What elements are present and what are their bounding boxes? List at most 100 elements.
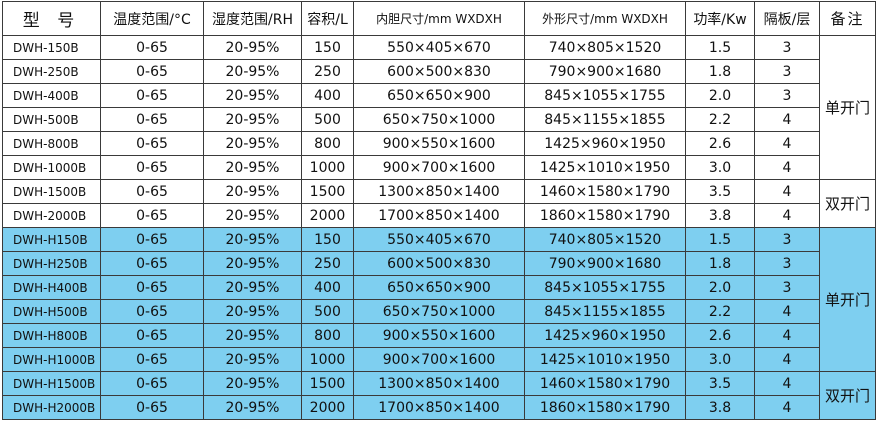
header-outer-dimensions: 外形尺寸/mm WXDXH	[524, 1, 686, 36]
cell-humidity-range: 20-95%	[203, 395, 302, 420]
cell-shelves: 4	[754, 323, 820, 348]
cell-model: DWH-500B	[2, 107, 101, 132]
cell-temperature-range: 0-65	[100, 35, 204, 60]
table-row: DWH-H150B 0-65 20-95% 150 550×405×670 740×805…	[2, 227, 876, 372]
cell-shelves: 3	[754, 275, 820, 300]
cell-power: 2.2	[685, 299, 755, 324]
cell-model: DWH-H250B	[2, 251, 101, 276]
cell-shelves: 3	[754, 83, 820, 108]
cell-outer-dimensions: 1425×960×1950	[524, 131, 686, 156]
cell-model: DWH-H1000B	[2, 347, 101, 372]
cell-inner-dimensions: 900×550×1600	[353, 323, 525, 348]
cell-model: DWH-800B	[2, 131, 101, 156]
cell-outer-dimensions: 845×1055×1755	[524, 275, 686, 300]
cell-humidity-range: 20-95%	[203, 227, 302, 252]
cell-shelves: 4	[754, 155, 820, 180]
cell-humidity-range: 20-95%	[203, 179, 302, 204]
cell-volume: 500	[301, 299, 354, 324]
cell-inner-dimensions: 600×500×830	[353, 59, 525, 84]
cell-humidity-range: 20-95%	[203, 155, 302, 180]
cell-humidity-range: 20-95%	[203, 59, 302, 84]
cell-inner-dimensions: 1300×850×1400	[353, 179, 525, 204]
cell-outer-dimensions: 740×805×1520	[524, 227, 686, 252]
cell-power: 2.6	[685, 323, 755, 348]
cell-model: DWH-H150B	[2, 227, 101, 252]
table-row: DWH-150B 0-65 20-95% 150 550×405×670 740×805×…	[2, 35, 876, 180]
cell-power: 1.5	[685, 227, 755, 252]
cell-temperature-range: 0-65	[100, 83, 204, 108]
cell-power: 3.0	[685, 155, 755, 180]
cell-volume: 150	[301, 35, 354, 60]
cell-model: DWH-400B	[2, 83, 101, 108]
cell-power: 3.5	[685, 371, 755, 396]
cell-outer-dimensions: 845×1155×1855	[524, 299, 686, 324]
cell-outer-dimensions: 1860×1580×1790	[524, 395, 686, 420]
cell-volume: 1500	[301, 371, 354, 396]
cell-power: 1.8	[685, 251, 755, 276]
cell-humidity-range: 20-95%	[203, 275, 302, 300]
cell-humidity-range: 20-95%	[203, 107, 302, 132]
table-row: DWH-H250B 0-65 20-95% 250 600×500×830 790×900…	[2, 251, 876, 276]
cell-outer-dimensions: 740×805×1520	[524, 35, 686, 60]
cell-power: 2.6	[685, 131, 755, 156]
cell-temperature-range: 0-65	[100, 155, 204, 180]
cell-temperature-range: 0-65	[100, 323, 204, 348]
table-row: DWH-H800B 0-65 20-95% 800 900×550×1600 1425×9…	[2, 323, 876, 348]
table-row: DWH-2000B 0-65 20-95% 2000 1700×850×1400 1860…	[2, 203, 876, 228]
cell-model: DWH-250B	[2, 59, 101, 84]
header-temperature-range: 温度范围/°C	[100, 1, 204, 36]
cell-outer-dimensions: 845×1055×1755	[524, 83, 686, 108]
table-row: DWH-400B 0-65 20-95% 400 650×650×900 845×1055…	[2, 83, 876, 108]
cell-model: DWH-H800B	[2, 323, 101, 348]
cell-shelves: 4	[754, 131, 820, 156]
table-body: DWH-150B 0-65 20-95% 150 550×405×670 740×805×…	[2, 35, 876, 420]
header-inner-dimensions: 内胆尺寸/mm WXDXH	[353, 1, 525, 36]
cell-power: 3.0	[685, 347, 755, 372]
cell-temperature-range: 0-65	[100, 395, 204, 420]
cell-power: 2.2	[685, 107, 755, 132]
header-humidity-range: 湿度范围/RH	[203, 1, 302, 36]
cell-model: DWH-H500B	[2, 299, 101, 324]
cell-outer-dimensions: 1460×1580×1790	[524, 179, 686, 204]
cell-shelves: 4	[754, 203, 820, 228]
cell-inner-dimensions: 650×750×1000	[353, 299, 525, 324]
cell-inner-dimensions: 900×700×1600	[353, 347, 525, 372]
header-volume: 容积/L	[301, 1, 354, 36]
cell-humidity-range: 20-95%	[203, 203, 302, 228]
cell-inner-dimensions: 1300×850×1400	[353, 371, 525, 396]
header-model: 型 号	[2, 1, 101, 36]
cell-humidity-range: 20-95%	[203, 323, 302, 348]
table-row: DWH-800B 0-65 20-95% 800 900×550×1600 1425×96…	[2, 131, 876, 156]
cell-power: 3.8	[685, 395, 755, 420]
cell-shelves: 3	[754, 59, 820, 84]
table-row: DWH-H2000B 0-65 20-95% 2000 1700×850×1400 186…	[2, 395, 876, 420]
cell-humidity-range: 20-95%	[203, 299, 302, 324]
cell-outer-dimensions: 790×900×1680	[524, 251, 686, 276]
cell-volume: 400	[301, 275, 354, 300]
cell-temperature-range: 0-65	[100, 59, 204, 84]
cell-power: 2.0	[685, 275, 755, 300]
table-row: DWH-250B 0-65 20-95% 250 600×500×830 790×900×…	[2, 59, 876, 84]
cell-temperature-range: 0-65	[100, 347, 204, 372]
cell-outer-dimensions: 1860×1580×1790	[524, 203, 686, 228]
table-row: DWH-H500B 0-65 20-95% 500 650×750×1000 845×11…	[2, 299, 876, 324]
cell-shelves: 4	[754, 179, 820, 204]
cell-temperature-range: 0-65	[100, 299, 204, 324]
cell-outer-dimensions: 1425×1010×1950	[524, 347, 686, 372]
cell-shelves: 3	[754, 251, 820, 276]
table-row: DWH-500B 0-65 20-95% 500 650×750×1000 845×115…	[2, 107, 876, 132]
cell-volume: 2000	[301, 203, 354, 228]
cell-temperature-range: 0-65	[100, 203, 204, 228]
cell-remark: 单开门	[819, 35, 876, 180]
table-row: DWH-H400B 0-65 20-95% 400 650×650×900 845×105…	[2, 275, 876, 300]
table-row: DWH-1500B 0-65 20-95% 1500 1300×850×1400 1460…	[2, 179, 876, 228]
cell-shelves: 4	[754, 395, 820, 420]
cell-model: DWH-1000B	[2, 155, 101, 180]
cell-outer-dimensions: 790×900×1680	[524, 59, 686, 84]
cell-model: DWH-1500B	[2, 179, 101, 204]
cell-power: 3.8	[685, 203, 755, 228]
table-row: DWH-H1500B 0-65 20-95% 1500 1300×850×1400 146…	[2, 371, 876, 420]
cell-shelves: 4	[754, 371, 820, 396]
cell-temperature-range: 0-65	[100, 227, 204, 252]
cell-remark: 双开门	[819, 371, 876, 420]
